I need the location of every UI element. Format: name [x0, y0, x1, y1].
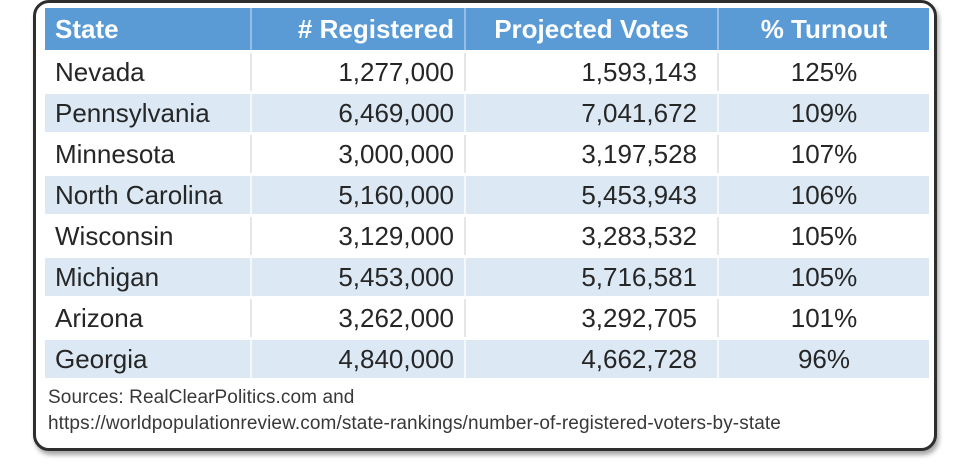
- cell-state: Georgia: [45, 337, 251, 378]
- cell-projected: 7,041,672: [464, 91, 718, 134]
- cell-turnout: 109%: [717, 91, 929, 134]
- cell-projected: 3,292,705: [464, 296, 718, 339]
- cell-registered: 4,840,000: [250, 337, 465, 378]
- column-header-projected-votes: Projected Votes: [464, 8, 718, 52]
- cell-registered: 6,469,000: [250, 91, 465, 134]
- header-row: State # Registered Projected Votes % Tur…: [45, 8, 929, 52]
- table-row: Minnesota 3,000,000 3,197,528 107%: [45, 132, 929, 175]
- table-card: State # Registered Projected Votes % Tur…: [33, 0, 937, 451]
- table-row: Pennsylvania 6,469,000 7,041,672 109%: [45, 91, 929, 134]
- cell-state: Nevada: [45, 50, 251, 93]
- cell-turnout: 105%: [717, 255, 929, 298]
- cell-registered: 5,453,000: [250, 255, 465, 298]
- cell-projected: 5,716,581: [464, 255, 718, 298]
- cell-registered: 3,000,000: [250, 132, 465, 175]
- cell-state: Michigan: [45, 255, 251, 298]
- sources-note: Sources: RealClearPolitics.com and https…: [45, 378, 926, 437]
- column-header-state: State: [45, 8, 251, 52]
- cell-turnout: 101%: [717, 296, 929, 339]
- cell-projected: 3,283,532: [464, 214, 718, 257]
- cell-projected: 1,593,143: [464, 50, 718, 93]
- table-row: North Carolina 5,160,000 5,453,943 106%: [45, 173, 929, 216]
- table-row: Arizona 3,262,000 3,292,705 101%: [45, 296, 929, 339]
- table-row: Michigan 5,453,000 5,716,581 105%: [45, 255, 929, 298]
- cell-state: Wisconsin: [45, 214, 251, 257]
- cell-state: North Carolina: [45, 173, 251, 216]
- table-row: Wisconsin 3,129,000 3,283,532 105%: [45, 214, 929, 257]
- cell-state: Minnesota: [45, 132, 251, 175]
- cell-projected: 4,662,728: [464, 337, 718, 378]
- cell-turnout: 107%: [717, 132, 929, 175]
- cell-turnout: 125%: [717, 50, 929, 93]
- cell-turnout: 96%: [717, 337, 929, 378]
- cell-turnout: 105%: [717, 214, 929, 257]
- column-header-turnout: % Turnout: [717, 8, 929, 52]
- cell-registered: 5,160,000: [250, 173, 465, 216]
- table-row: Nevada 1,277,000 1,593,143 125%: [45, 50, 929, 93]
- cell-turnout: 106%: [717, 173, 929, 216]
- cell-state: Arizona: [45, 296, 251, 339]
- cell-registered: 3,262,000: [250, 296, 465, 339]
- cell-state: Pennsylvania: [45, 91, 251, 134]
- column-header-registered: # Registered: [250, 8, 465, 52]
- cell-projected: 3,197,528: [464, 132, 718, 175]
- cell-registered: 1,277,000: [250, 50, 465, 93]
- cell-registered: 3,129,000: [250, 214, 465, 257]
- voter-turnout-table: State # Registered Projected Votes % Tur…: [45, 8, 929, 378]
- table-row: Georgia 4,840,000 4,662,728 96%: [45, 337, 929, 378]
- cell-projected: 5,453,943: [464, 173, 718, 216]
- source-line-1: Sources: RealClearPolitics.com and: [48, 387, 355, 408]
- source-line-2: https://worldpopulationreview.com/state-…: [48, 413, 781, 434]
